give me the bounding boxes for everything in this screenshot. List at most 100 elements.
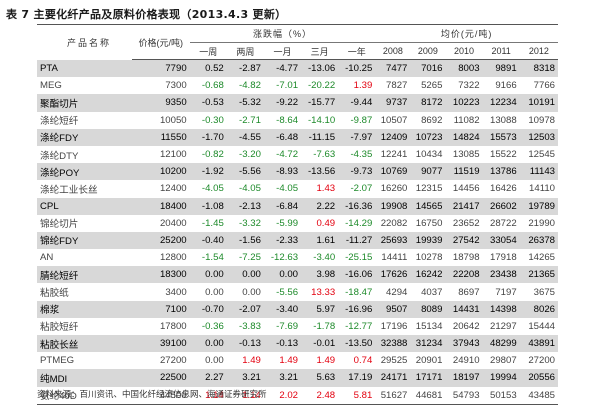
avg-price-cell: 33054	[482, 231, 520, 250]
table-row: 锦纶切片 20400 -1.45 -3.32 -5.99 0.49 -14.29 22082 1…	[37, 215, 558, 232]
change-cell: -11.15	[301, 128, 339, 146]
change-cell: -20.22	[307, 80, 336, 92]
product-name-cell: 粘胶纸	[40, 288, 69, 300]
price-cell: 27200	[159, 355, 187, 367]
avg-price-cell: 12503	[519, 128, 558, 146]
avg-price-cell: 20901	[415, 355, 443, 367]
price-table: 产品名称 价格(元/吨) 涨跌幅（%） 均价(元/吨) 一周 两周 一月 三月 …	[37, 25, 558, 405]
avg-price-cell: 27200	[528, 355, 555, 367]
price-cell: 12400	[159, 183, 187, 195]
change-cell: -5.56	[276, 286, 299, 298]
change-cell: -0.40	[189, 231, 227, 250]
avg-price-cell: 10191	[519, 94, 558, 112]
avg-price-cell: 15522	[490, 149, 517, 161]
change-cell: -4.05	[239, 183, 261, 195]
avg-price-cell: 26378	[519, 231, 558, 250]
change-cell: 0.52	[189, 59, 227, 78]
change-cell: -3.32	[239, 217, 261, 229]
header-year: 2009	[410, 42, 446, 60]
change-cell: -7.25	[239, 252, 261, 264]
change-cell: -5.32	[226, 94, 264, 112]
price-cell: 7100	[131, 300, 190, 318]
table-row: 粘胶长丝 39100 0.00 -0.13 -0.13 -0.01 -13.50 32388 3…	[37, 335, 558, 353]
change-cell: 0.49	[316, 217, 336, 229]
table-row: 涤纶工业长丝 12400 -4.05 -4.05 -4.05 1.43 -2.07 16260…	[37, 180, 558, 197]
avg-price-cell: 10507	[380, 114, 408, 126]
change-cell: -25.15	[345, 252, 373, 264]
avg-price-cell: 11143	[519, 163, 558, 181]
avg-price-cell: 10769	[375, 163, 411, 181]
avg-price-cell: 14110	[529, 183, 555, 195]
change-cell: -1.92	[189, 163, 227, 181]
avg-price-cell: 14398	[482, 300, 520, 318]
change-cell: -14.10	[307, 114, 336, 126]
change-cell: 0.00	[242, 286, 261, 298]
change-cell: -9.73	[338, 163, 376, 181]
avg-price-cell: 22082	[380, 217, 408, 229]
avg-price-cell: 15573	[482, 128, 520, 146]
avg-price-cell: 8172	[410, 94, 446, 112]
avg-price-cell: 21365	[519, 266, 558, 284]
change-cell: 1.49	[316, 355, 336, 367]
avg-price-cell: 15134	[415, 320, 443, 332]
header-period: 两周	[226, 42, 264, 60]
avg-price-cell: 31234	[410, 335, 446, 353]
price-cell: 9350	[131, 94, 190, 112]
avg-price-cell: 8318	[519, 59, 558, 78]
change-cell: -0.82	[201, 149, 224, 161]
avg-price-cell: 9507	[375, 300, 411, 318]
table-row: MEG 7300 -0.68 -4.82 -7.01 -20.22 1.39 7827 5265…	[37, 77, 558, 94]
change-cell: 3.98	[301, 266, 339, 284]
avg-price-cell: 12409	[375, 128, 411, 146]
avg-price-cell: 14824	[445, 128, 483, 146]
avg-price-cell: 17171	[410, 369, 446, 387]
avg-price-cell: 16426	[490, 183, 517, 195]
change-cell: -7.01	[276, 80, 299, 92]
header-avg-group: 均价(元/吨)	[375, 25, 558, 43]
product-name-cell: 粘胶长丝	[37, 335, 132, 353]
change-cell: -3.40	[313, 252, 336, 264]
top-divider	[37, 24, 558, 25]
change-cell: -7.69	[276, 320, 299, 332]
product-name-cell: PTA	[37, 59, 132, 78]
product-name-cell: 涤纶工业长丝	[40, 184, 98, 196]
avg-price-cell: 9737	[375, 94, 411, 112]
change-cell: 0.00	[205, 286, 224, 298]
table-row: 涤纶POY 10200 -1.92 -5.56 -8.93 -13.56 -9.73 1076…	[37, 163, 558, 181]
avg-price-cell: 13088	[490, 114, 517, 126]
header-year: 2010	[445, 42, 483, 60]
product-name-cell: 涤纶DTY	[40, 150, 79, 162]
avg-price-cell: 12241	[380, 149, 408, 161]
header-price: 价格(元/吨)	[131, 25, 190, 60]
avg-price-cell: 16750	[415, 217, 443, 229]
source-note: 资料来源：百川资讯、中国化纤经济信息网、海通证券研究所	[37, 390, 267, 400]
change-cell: 5.97	[301, 300, 339, 318]
change-cell: -9.22	[263, 94, 302, 112]
change-cell: -1.78	[313, 320, 336, 332]
avg-price-cell: 25693	[375, 231, 411, 250]
change-cell: 1.49	[242, 355, 261, 367]
change-cell: -4.77	[263, 59, 302, 78]
avg-price-cell: 43891	[519, 335, 558, 353]
change-cell: -2.07	[226, 300, 264, 318]
change-cell: 17.19	[338, 369, 376, 387]
avg-price-cell: 15444	[528, 320, 555, 332]
avg-price-cell: 10434	[415, 149, 443, 161]
product-name-cell: 聚酯切片	[37, 94, 132, 112]
price-cell: 20400	[159, 217, 187, 229]
avg-price-cell: 19939	[410, 231, 446, 250]
avg-price-cell: 7477	[375, 59, 411, 78]
change-cell: 0.74	[353, 355, 373, 367]
avg-price-cell: 14565	[410, 197, 446, 215]
change-cell: -2.87	[226, 59, 264, 78]
change-cell: -7.63	[313, 149, 336, 161]
product-name-cell: 腈纶短纤	[37, 266, 132, 284]
change-cell: -13.06	[301, 59, 339, 78]
change-cell: -12.63	[270, 252, 299, 264]
change-cell: -14.29	[345, 217, 373, 229]
price-cell: 12100	[159, 149, 187, 161]
avg-price-cell: 19994	[482, 369, 520, 387]
avg-price-cell: 21417	[445, 197, 483, 215]
change-cell: -13.50	[338, 335, 376, 353]
avg-price-cell: 8697	[458, 286, 480, 298]
